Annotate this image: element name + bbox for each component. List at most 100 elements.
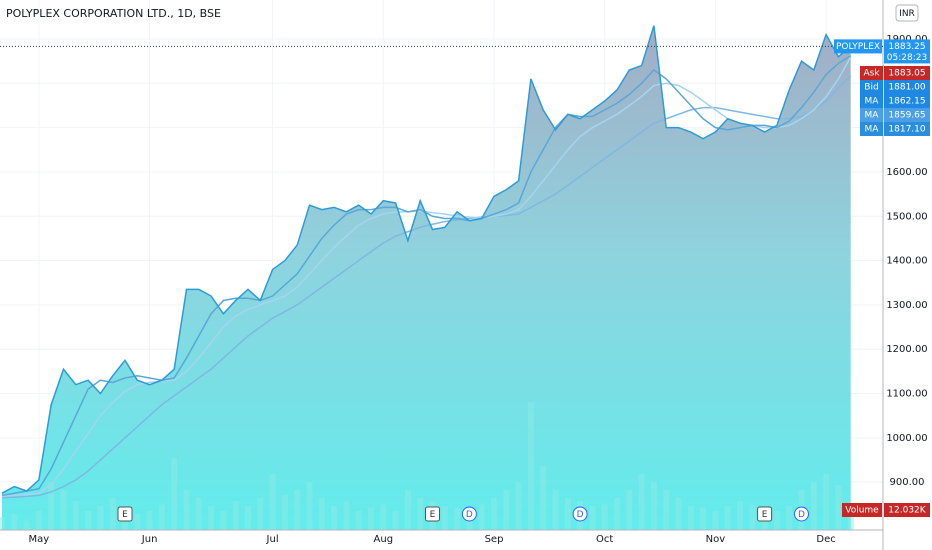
price-label-name-bg bbox=[860, 122, 883, 136]
price-label-name-bg bbox=[860, 80, 883, 94]
event-label: D bbox=[577, 510, 584, 520]
price-label-bg bbox=[884, 94, 930, 108]
volume-bar bbox=[294, 490, 301, 530]
volume-bar bbox=[552, 490, 559, 530]
dividend-marker bbox=[461, 506, 477, 522]
last-price: 1883.25 bbox=[888, 42, 925, 52]
volume-bar bbox=[331, 506, 338, 530]
volume-bar bbox=[85, 510, 92, 530]
volume-bar bbox=[786, 506, 793, 530]
price-label-value: 1817.10 bbox=[888, 125, 925, 135]
price-label-bg bbox=[884, 108, 930, 122]
earnings-marker bbox=[425, 506, 440, 522]
price-label-value: 1859.65 bbox=[888, 111, 925, 121]
y-tick-label: 1600.00 bbox=[886, 167, 927, 178]
event-label: D bbox=[798, 510, 805, 520]
volume-bar bbox=[355, 510, 362, 530]
volume-bar bbox=[454, 507, 461, 530]
price-label-name: MA bbox=[865, 125, 880, 135]
x-tick-label: Sep bbox=[485, 534, 504, 545]
volume-bar bbox=[638, 474, 645, 530]
event-label: E bbox=[122, 510, 128, 520]
volume-bar bbox=[171, 458, 178, 530]
volume-bar bbox=[724, 506, 731, 530]
volume-bar bbox=[847, 510, 854, 530]
area-fill bbox=[2, 25, 851, 530]
volume-name-bg bbox=[842, 503, 882, 517]
volume-bar bbox=[281, 494, 288, 530]
volume-bar bbox=[392, 510, 399, 530]
volume-bar bbox=[515, 482, 522, 530]
volume-bar bbox=[306, 482, 313, 530]
volume-bar bbox=[835, 485, 842, 530]
volume-bar bbox=[564, 498, 571, 530]
volume-bar bbox=[146, 510, 153, 530]
y-tick-label: 1000.00 bbox=[886, 433, 927, 444]
volume-bar bbox=[589, 506, 596, 530]
volume-bar bbox=[687, 506, 694, 530]
price-label-name-bg bbox=[860, 66, 883, 80]
volume-bar bbox=[810, 482, 817, 530]
volume-bar bbox=[737, 501, 743, 530]
volume-bar bbox=[614, 498, 620, 530]
volume-bar bbox=[257, 498, 264, 530]
price-label-value: 1883.05 bbox=[888, 69, 925, 79]
volume-bar bbox=[478, 504, 485, 530]
volume-bar bbox=[245, 506, 251, 530]
last-price-bg bbox=[884, 39, 930, 64]
volume-value-bg bbox=[884, 503, 930, 517]
y-tick-label: 1300.00 bbox=[886, 300, 927, 311]
volume-bar bbox=[35, 510, 42, 530]
volume-bar bbox=[650, 482, 657, 530]
price-label-bg bbox=[884, 66, 930, 80]
y-tick-label: 1100.00 bbox=[886, 389, 927, 400]
symbol-label: POLYPLEX bbox=[836, 42, 880, 52]
volume-bar bbox=[503, 490, 510, 530]
volume-bar bbox=[491, 498, 497, 530]
x-tick-label: Jul bbox=[266, 534, 279, 545]
volume-value: 12.032K bbox=[888, 506, 926, 516]
dividend-marker bbox=[794, 506, 809, 522]
volume-bar bbox=[134, 514, 141, 530]
volume-bar bbox=[601, 504, 608, 530]
volume-bar bbox=[183, 490, 190, 530]
volume-name: Volume bbox=[845, 506, 879, 516]
volume-bar bbox=[626, 490, 633, 530]
volume-bar bbox=[675, 498, 682, 530]
volume-bar bbox=[48, 482, 55, 530]
x-tick-label: May bbox=[29, 534, 50, 545]
price-label-value: 1862.15 bbox=[888, 97, 925, 107]
chart-title: POLYPLEX CORPORATION LTD., 1D, BSE bbox=[6, 7, 221, 20]
dividend-marker bbox=[572, 506, 588, 522]
volume-bar bbox=[60, 490, 67, 530]
price-label-value: 1881.00 bbox=[888, 83, 925, 93]
volume-bar bbox=[0, 517, 5, 530]
event-label: E bbox=[762, 510, 768, 520]
volume-bar bbox=[749, 504, 756, 530]
volume-bar bbox=[773, 510, 780, 530]
price-label-bg bbox=[884, 80, 930, 94]
price-label-bg bbox=[884, 122, 930, 136]
y-tick-label: 1500.00 bbox=[886, 211, 927, 222]
earnings-marker bbox=[117, 506, 133, 522]
volume-bar bbox=[380, 504, 387, 530]
volume-bar bbox=[368, 507, 374, 530]
volume-bar bbox=[663, 490, 670, 530]
moving-average bbox=[1, 56, 852, 498]
currency-badge[interactable] bbox=[895, 4, 919, 22]
moving-average bbox=[1, 75, 852, 499]
volume-bar bbox=[417, 498, 424, 530]
volume-bar bbox=[208, 506, 215, 530]
price-label-name: Bid bbox=[864, 83, 878, 93]
volume-bar bbox=[195, 498, 202, 530]
x-tick-label: Dec bbox=[816, 534, 835, 545]
currency: INR bbox=[899, 9, 915, 19]
price-label-name: MA bbox=[865, 111, 880, 121]
plot bbox=[0, 25, 854, 530]
volume-bar bbox=[269, 474, 276, 530]
price-label-name: MA bbox=[865, 97, 880, 107]
earnings-marker bbox=[757, 506, 773, 522]
countdown: 05:28:23 bbox=[887, 53, 927, 63]
